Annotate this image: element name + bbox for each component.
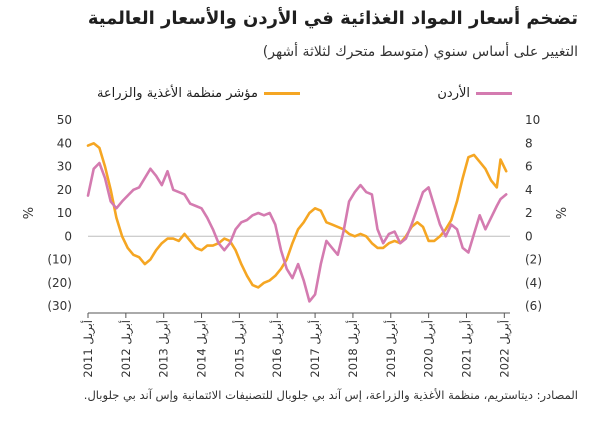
x-tick-label: أبريل 2018 [345,320,361,378]
left-tick-label: (10) [47,253,72,267]
legend-fao-swatch [264,92,300,95]
right-tick-label: 8 [525,136,533,150]
left-tick-label: 0 [64,229,72,243]
legend-jordan: الأردن [437,86,512,101]
x-tick-label: أبريل 2016 [269,320,285,378]
left-tick-label: 10 [57,206,72,220]
x-tick-label: أبريل 2012 [118,320,134,378]
source-note: المصادر: ديتاستريم، منظمة الأغذية والزرا… [83,388,578,402]
right-tick-label: 4 [525,183,533,197]
left-tick-label: 50 [57,113,72,127]
legend-jordan-swatch [476,92,512,95]
right-tick-label: 2 [525,206,533,220]
legend-fao-label: مؤشر منظمة الأغذية والزراعة [96,86,258,101]
x-tick-label: أبريل 2013 [156,320,172,378]
chart-title: تضخم أسعار المواد الغذائية في الأردن وال… [87,8,578,29]
left-axis-label: % [22,207,37,219]
series-line-fao [86,142,508,289]
x-tick-label: أبريل 2019 [383,320,399,378]
x-tick-label: أبريل 2015 [231,320,247,378]
series-line-jordan [86,161,508,303]
right-tick-label: 10 [525,113,540,127]
right-tick-label: (2) [525,253,542,267]
right-tick-label: 6 [525,160,533,174]
legend-jordan-label: الأردن [437,86,470,101]
left-tick-label: (20) [47,276,72,290]
right-tick-label: 0 [525,229,533,243]
x-tick-label: أبريل 2017 [307,320,323,378]
right-axis-label: % [555,207,570,219]
left-tick-label: 20 [57,183,72,197]
x-tick-label: أبريل 2014 [194,320,210,378]
right-tick-label: (6) [525,299,542,313]
chart-subtitle: التغيير على أساس سنوي (متوسط متحرك لثلاث… [262,44,578,60]
left-tick-label: 30 [57,160,72,174]
left-tick-label: (30) [47,299,72,313]
left-tick-label: 40 [57,136,72,150]
x-tick-label: أبريل 2020 [421,320,437,378]
legend-fao: مؤشر منظمة الأغذية والزراعة [97,86,300,101]
x-tick-label: أبريل 2011 [80,320,96,378]
x-tick-label: أبريل 2021 [458,320,474,378]
x-tick-label: أبريل 2022 [496,320,512,378]
right-tick-label: (4) [525,276,542,290]
